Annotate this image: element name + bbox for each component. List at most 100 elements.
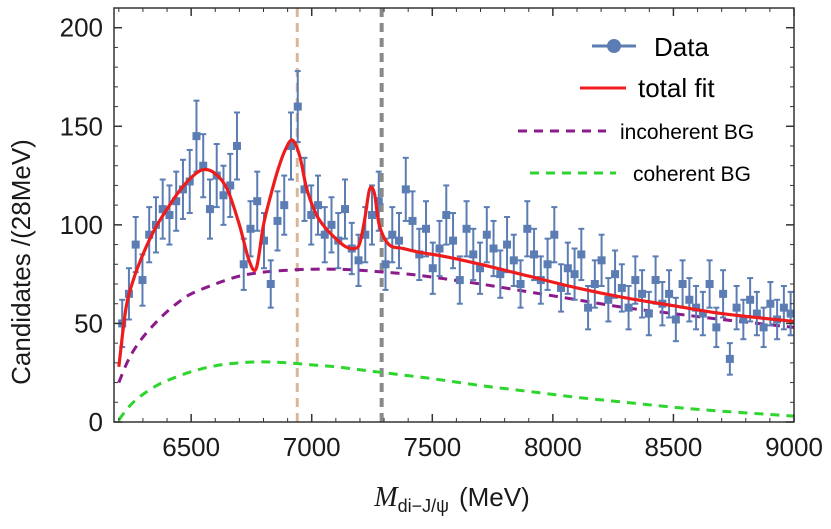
data-point xyxy=(462,200,471,258)
data-point xyxy=(368,184,377,246)
data-point xyxy=(746,277,755,323)
fit-curves xyxy=(117,267,795,421)
data-point xyxy=(192,99,201,173)
data-marker xyxy=(205,205,214,214)
data-marker xyxy=(779,303,788,312)
data-marker xyxy=(469,250,478,259)
data-point xyxy=(422,200,431,258)
data-marker xyxy=(138,276,147,285)
data-marker xyxy=(341,205,350,214)
data-point xyxy=(530,227,539,282)
data-marker xyxy=(280,201,289,210)
x-tick-label: 7000 xyxy=(283,432,341,462)
data-marker xyxy=(570,270,579,279)
data-point xyxy=(617,263,626,313)
data-marker xyxy=(476,264,485,273)
data-marker xyxy=(671,315,680,324)
data-marker xyxy=(719,289,728,298)
data-marker xyxy=(158,205,167,214)
data-marker xyxy=(644,309,653,318)
data-marker xyxy=(435,244,444,253)
data-marker xyxy=(516,280,525,288)
data-point xyxy=(550,206,559,264)
data-points xyxy=(118,70,795,376)
data-marker xyxy=(449,236,458,245)
legend-item-incoherent-bg: incoherent BG xyxy=(518,121,754,144)
data-marker xyxy=(415,250,424,259)
data-point xyxy=(665,269,674,319)
data-marker xyxy=(563,264,572,273)
data-point xyxy=(314,174,322,236)
data-marker xyxy=(192,132,201,141)
legend-label-incoherent-bg: incoherent BG xyxy=(620,121,754,144)
data-marker xyxy=(543,260,552,269)
data-marker xyxy=(381,260,390,269)
data-point xyxy=(273,190,282,252)
data-marker xyxy=(786,309,795,318)
y-tick-label: 100 xyxy=(60,210,103,240)
data-marker xyxy=(462,224,471,233)
incoherent-bg-curve xyxy=(117,267,795,384)
data-point xyxy=(300,156,309,222)
data-point xyxy=(246,200,255,258)
data-marker xyxy=(388,230,397,239)
data-point xyxy=(631,255,640,305)
data-point xyxy=(435,219,444,278)
data-marker xyxy=(368,211,377,219)
data-marker xyxy=(665,289,674,298)
data-point xyxy=(698,290,707,337)
y-tick-label: 150 xyxy=(60,111,103,141)
data-marker xyxy=(550,230,559,239)
data-marker xyxy=(401,185,410,194)
data-marker xyxy=(597,256,606,265)
data-marker xyxy=(300,185,309,194)
legend-item-data: Data xyxy=(592,32,709,62)
data-point xyxy=(199,133,208,199)
total-fit-curve xyxy=(117,138,795,367)
data-marker xyxy=(259,236,268,245)
data-point xyxy=(253,170,262,232)
data-point xyxy=(651,255,660,305)
data-point xyxy=(597,233,606,287)
data-point xyxy=(172,170,181,232)
data-point xyxy=(401,156,410,222)
data-point xyxy=(388,206,397,264)
data-marker xyxy=(273,216,282,225)
data-point xyxy=(232,111,241,181)
data-point xyxy=(395,212,404,270)
data-point xyxy=(624,284,633,331)
data-marker xyxy=(408,216,417,225)
data-marker xyxy=(172,197,181,206)
data-point xyxy=(570,247,579,301)
data-marker xyxy=(766,299,775,308)
data-point xyxy=(779,284,788,331)
data-marker xyxy=(320,230,329,239)
data-point xyxy=(516,259,525,309)
data-marker xyxy=(732,303,741,312)
data-point xyxy=(327,196,336,254)
data-point xyxy=(644,290,653,337)
coherent-bg-curve xyxy=(117,360,795,421)
data-marker xyxy=(624,303,633,312)
legend: Data total fit incoherent BG coherent BG xyxy=(518,32,754,186)
data-marker xyxy=(286,142,295,150)
data-point xyxy=(165,184,174,246)
data-point xyxy=(266,259,275,309)
data-marker xyxy=(219,191,228,200)
data-point xyxy=(577,227,586,282)
data-point xyxy=(280,174,289,236)
data-point xyxy=(145,206,154,264)
data-marker xyxy=(631,276,640,285)
data-marker xyxy=(739,315,748,324)
data-point xyxy=(415,227,424,282)
x-axis-ticks: 6500 7000 7500 8000 8500 9000 xyxy=(118,8,823,462)
data-marker xyxy=(131,240,140,249)
data-marker xyxy=(226,181,235,190)
x-tick-label: 6500 xyxy=(162,432,220,462)
data-marker xyxy=(253,197,262,206)
data-marker xyxy=(266,280,275,288)
data-marker xyxy=(232,142,241,150)
data-point xyxy=(158,178,167,240)
data-point xyxy=(557,263,566,313)
legend-label-total-fit: total fit xyxy=(638,73,715,103)
